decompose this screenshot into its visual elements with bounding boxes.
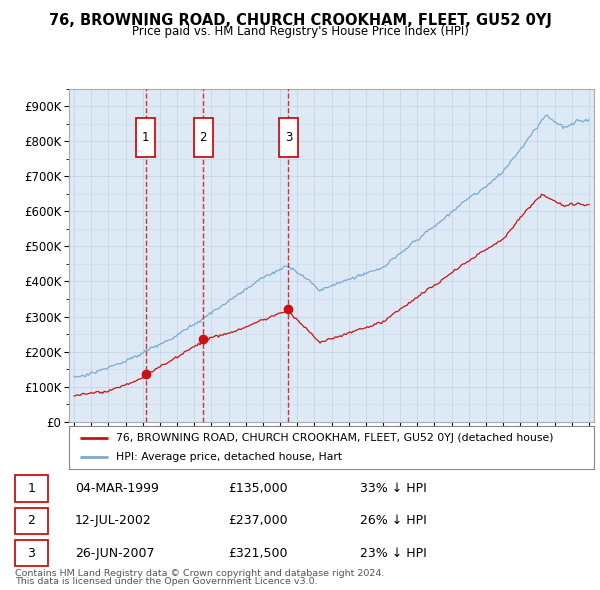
Text: 23% ↓ HPI: 23% ↓ HPI (360, 546, 427, 559)
Text: 12-JUL-2002: 12-JUL-2002 (75, 514, 152, 527)
Text: 1: 1 (28, 482, 35, 495)
Text: Contains HM Land Registry data © Crown copyright and database right 2024.: Contains HM Land Registry data © Crown c… (15, 569, 385, 578)
Text: 2: 2 (28, 514, 35, 527)
Text: 2: 2 (200, 131, 207, 144)
Text: £321,500: £321,500 (228, 546, 287, 559)
FancyBboxPatch shape (194, 119, 213, 157)
Text: £237,000: £237,000 (228, 514, 287, 527)
Text: 1: 1 (142, 131, 149, 144)
FancyBboxPatch shape (15, 476, 48, 502)
Text: 26% ↓ HPI: 26% ↓ HPI (360, 514, 427, 527)
Text: 33% ↓ HPI: 33% ↓ HPI (360, 482, 427, 495)
FancyBboxPatch shape (279, 119, 298, 157)
Text: 04-MAR-1999: 04-MAR-1999 (75, 482, 159, 495)
FancyBboxPatch shape (136, 119, 155, 157)
FancyBboxPatch shape (15, 507, 48, 534)
FancyBboxPatch shape (15, 540, 48, 566)
Text: HPI: Average price, detached house, Hart: HPI: Average price, detached house, Hart (116, 453, 343, 463)
Text: 76, BROWNING ROAD, CHURCH CROOKHAM, FLEET, GU52 0YJ (detached house): 76, BROWNING ROAD, CHURCH CROOKHAM, FLEE… (116, 432, 554, 442)
Text: 3: 3 (285, 131, 292, 144)
Text: 26-JUN-2007: 26-JUN-2007 (75, 546, 155, 559)
Text: £135,000: £135,000 (228, 482, 287, 495)
Text: This data is licensed under the Open Government Licence v3.0.: This data is licensed under the Open Gov… (15, 577, 317, 586)
Text: 3: 3 (28, 546, 35, 559)
Text: 76, BROWNING ROAD, CHURCH CROOKHAM, FLEET, GU52 0YJ: 76, BROWNING ROAD, CHURCH CROOKHAM, FLEE… (49, 13, 551, 28)
Text: Price paid vs. HM Land Registry's House Price Index (HPI): Price paid vs. HM Land Registry's House … (131, 25, 469, 38)
